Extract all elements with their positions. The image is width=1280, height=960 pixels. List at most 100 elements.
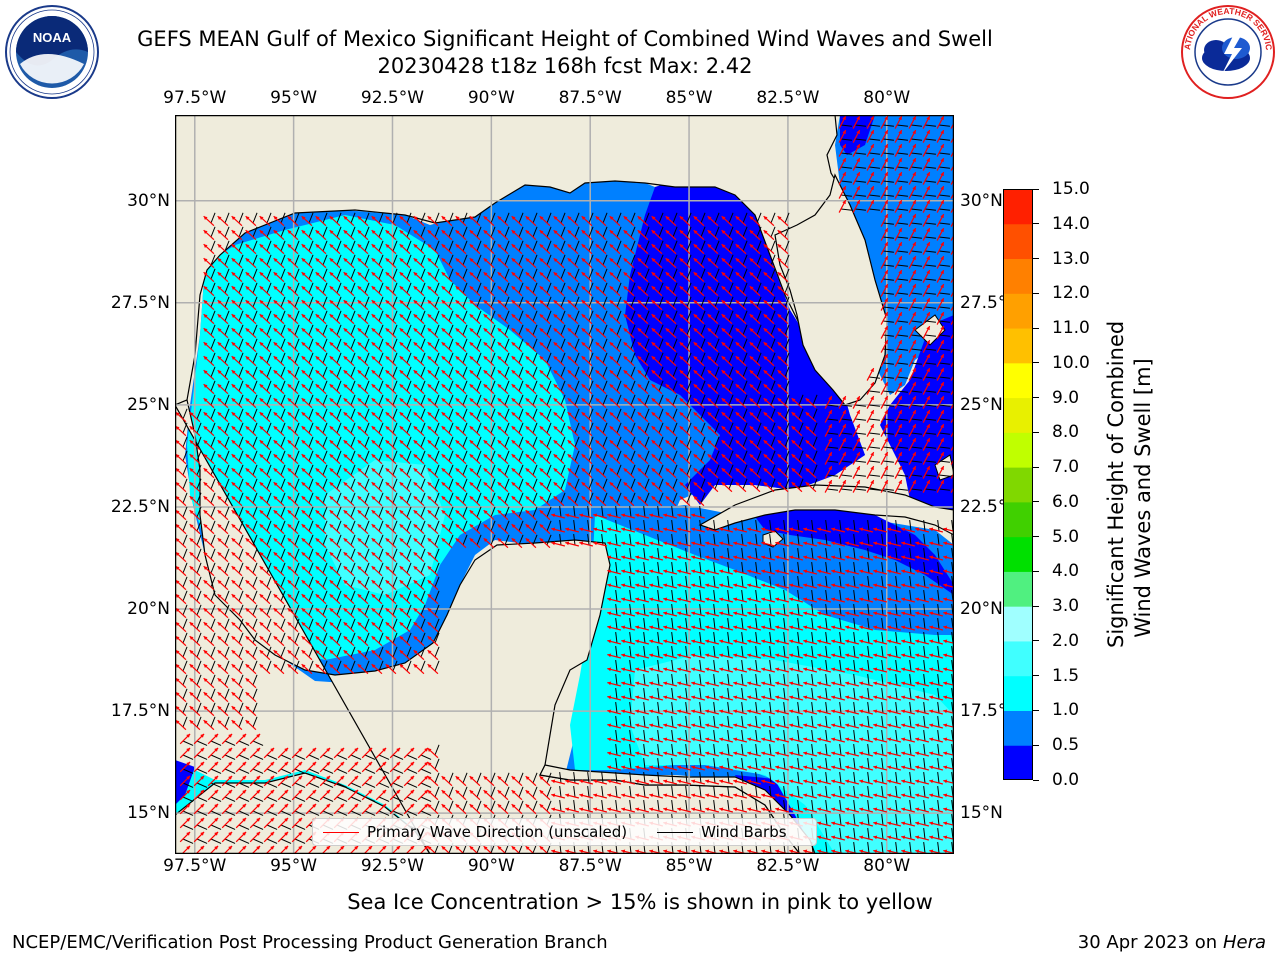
wind-barb bbox=[896, 348, 908, 351]
wave-direction-arrowhead bbox=[763, 384, 768, 388]
wave-direction-arrowhead bbox=[567, 342, 572, 346]
wind-barb bbox=[840, 124, 852, 127]
wave-direction-arrowhead bbox=[693, 286, 698, 290]
wave-direction-arrowhead bbox=[707, 272, 712, 276]
wave-direction-arrowhead bbox=[455, 258, 460, 262]
wave-direction-arrowhead bbox=[912, 242, 916, 247]
wave-direction-arrowhead bbox=[926, 326, 930, 331]
wave-direction-arrowhead bbox=[259, 244, 264, 248]
wind-barb bbox=[448, 408, 454, 420]
wind-barb bbox=[910, 348, 922, 351]
wind-barb bbox=[574, 422, 580, 434]
wave-direction-arrowhead bbox=[539, 230, 544, 234]
wind-barb bbox=[308, 240, 314, 252]
wind-barb bbox=[826, 404, 838, 407]
wave-direction-arrowhead bbox=[287, 230, 292, 234]
wave-direction-arrowhead bbox=[553, 272, 558, 276]
wave-direction-arrowhead bbox=[926, 368, 930, 373]
wind-barb bbox=[560, 268, 566, 280]
wave-direction-arrowhead bbox=[203, 412, 208, 416]
wind-barb bbox=[728, 380, 734, 392]
wave-direction-arrowhead bbox=[371, 356, 376, 360]
wave-direction-arrowhead bbox=[623, 328, 628, 332]
wind-barb bbox=[896, 124, 908, 127]
wave-direction-arrowhead bbox=[427, 398, 432, 402]
wind-barb bbox=[518, 324, 524, 336]
wave-direction-arrow bbox=[950, 359, 954, 367]
wind-barb bbox=[784, 254, 790, 266]
wave-direction-arrowhead bbox=[525, 412, 530, 416]
wind-barb bbox=[518, 422, 524, 434]
wave-direction-arrowhead bbox=[287, 356, 292, 360]
wind-barb bbox=[350, 268, 356, 280]
wind-barb bbox=[378, 226, 384, 238]
wind-barb bbox=[448, 394, 454, 406]
wind-barb bbox=[938, 124, 950, 127]
wind-barb bbox=[924, 376, 936, 379]
wave-direction-arrowhead bbox=[301, 412, 306, 416]
wave-direction-arrowhead bbox=[553, 342, 558, 346]
wind-barb bbox=[630, 324, 636, 336]
wind-barb bbox=[658, 380, 664, 392]
wind-barb bbox=[756, 338, 762, 350]
wind-barb bbox=[406, 366, 412, 378]
wave-direction-arrowhead bbox=[273, 286, 278, 290]
wind-barb bbox=[574, 394, 580, 406]
wind-barb bbox=[574, 408, 580, 420]
wave-direction-arrowhead bbox=[315, 342, 320, 346]
wind-barb bbox=[350, 436, 356, 448]
wind-barb bbox=[574, 352, 580, 364]
wind-barb bbox=[882, 264, 894, 267]
wind-barb bbox=[630, 352, 636, 364]
wind-barb bbox=[616, 422, 622, 434]
wind-barb bbox=[504, 226, 510, 238]
wind-barb bbox=[462, 324, 468, 336]
wind-barb bbox=[336, 394, 342, 406]
wave-direction-arrowhead bbox=[525, 244, 530, 248]
wave-direction-arrowhead bbox=[623, 370, 628, 374]
wind-barb bbox=[210, 324, 216, 336]
wind-barb bbox=[602, 408, 608, 420]
wind-barb bbox=[938, 138, 950, 141]
wave-direction-arrowhead bbox=[217, 230, 222, 234]
wind-barb bbox=[840, 166, 852, 169]
wave-direction-arrowhead bbox=[371, 412, 376, 416]
wind-barb bbox=[504, 310, 510, 322]
wave-direction-arrowhead bbox=[231, 370, 236, 374]
wind-barb bbox=[910, 292, 922, 295]
wind-barb bbox=[672, 366, 678, 378]
wave-direction-arrowhead bbox=[455, 440, 460, 444]
wave-direction-arrowhead bbox=[385, 216, 390, 220]
wave-direction-arrowhead bbox=[469, 384, 474, 388]
wave-direction-arrowhead bbox=[609, 356, 614, 360]
wave-direction-arrowhead bbox=[735, 286, 740, 290]
wind-barb bbox=[868, 418, 880, 421]
wave-direction-arrowhead bbox=[329, 342, 334, 346]
wind-barb bbox=[742, 352, 748, 364]
wind-barb bbox=[616, 366, 622, 378]
wave-direction-arrowhead bbox=[497, 356, 502, 360]
wave-direction-arrowhead bbox=[581, 216, 586, 220]
wind-barb bbox=[266, 422, 272, 434]
wave-direction-arrowhead bbox=[735, 412, 740, 416]
wave-direction-arrowhead bbox=[483, 328, 488, 332]
wind-barb bbox=[770, 352, 776, 364]
wave-direction-arrowhead bbox=[427, 314, 432, 318]
wave-direction-arrowhead bbox=[912, 424, 916, 429]
wave-direction-arrowhead bbox=[870, 116, 874, 121]
wave-direction-arrowhead bbox=[301, 230, 306, 234]
wave-direction-arrowhead bbox=[469, 342, 474, 346]
wind-barb bbox=[686, 212, 692, 224]
wind-barb bbox=[476, 282, 482, 294]
wave-direction-arrowhead bbox=[693, 356, 698, 360]
wave-direction-arrowhead bbox=[926, 340, 930, 345]
wave-direction-arrowhead bbox=[259, 398, 264, 402]
wave-direction-arrowhead bbox=[567, 216, 572, 220]
wave-direction-arrowhead bbox=[539, 384, 544, 388]
wind-barb bbox=[560, 380, 566, 392]
wind-barb bbox=[308, 338, 314, 350]
wave-direction-arrowhead bbox=[231, 440, 236, 444]
wind-barb bbox=[602, 226, 608, 238]
wind-barb bbox=[224, 268, 230, 280]
wave-direction-arrowhead bbox=[651, 412, 656, 416]
